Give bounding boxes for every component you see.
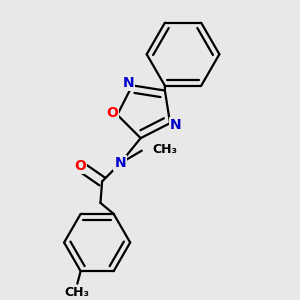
- Text: CH₃: CH₃: [65, 286, 90, 299]
- Text: O: O: [74, 159, 86, 173]
- Text: N: N: [170, 118, 182, 132]
- Text: N: N: [122, 76, 134, 90]
- Text: CH₃: CH₃: [152, 142, 177, 155]
- Text: O: O: [106, 106, 118, 120]
- Text: N: N: [115, 156, 126, 170]
